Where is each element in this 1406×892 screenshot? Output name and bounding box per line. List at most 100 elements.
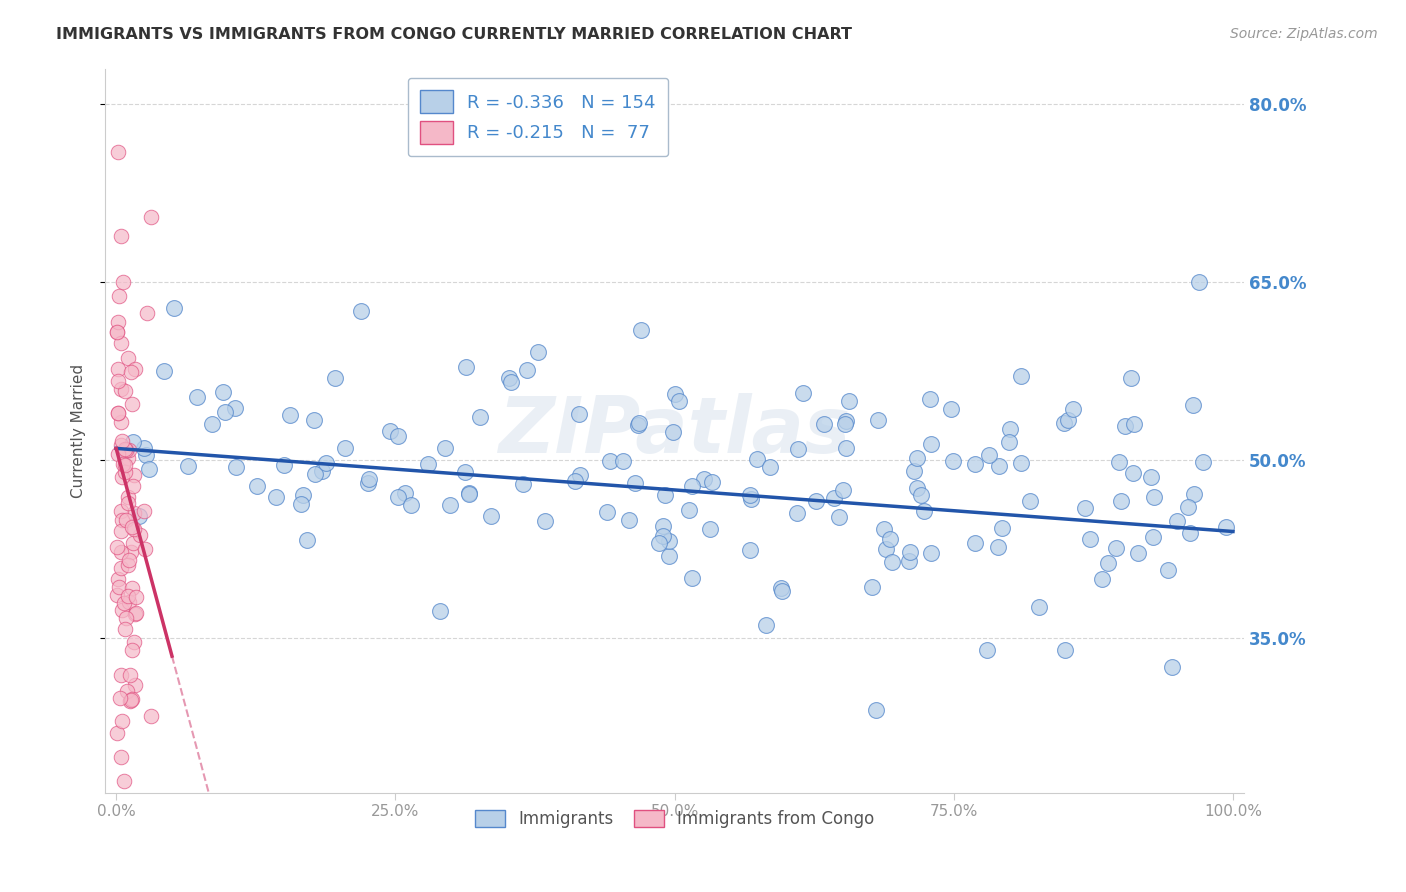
- Point: [114, 442, 136, 456]
- Point: [434, 441, 457, 455]
- Point: [225, 459, 247, 474]
- Point: [110, 470, 132, 484]
- Point: [654, 488, 676, 502]
- Point: [1010, 368, 1032, 383]
- Point: [897, 554, 920, 568]
- Point: [114, 384, 136, 398]
- Point: [1182, 399, 1205, 413]
- Point: [439, 498, 461, 512]
- Point: [627, 418, 650, 433]
- Point: [693, 472, 716, 486]
- Point: [387, 429, 409, 443]
- Point: [246, 479, 269, 493]
- Point: [121, 397, 143, 411]
- Point: [290, 497, 312, 511]
- Point: [110, 561, 132, 575]
- Point: [1122, 466, 1144, 480]
- Point: [699, 522, 721, 536]
- Point: [941, 454, 963, 468]
- Point: [107, 447, 129, 461]
- Point: [110, 524, 132, 538]
- Point: [976, 643, 998, 657]
- Point: [117, 558, 139, 572]
- Point: [963, 536, 986, 550]
- Point: [110, 336, 132, 351]
- Point: [107, 406, 129, 420]
- Point: [865, 702, 887, 716]
- Point: [121, 643, 143, 657]
- Point: [758, 459, 780, 474]
- Point: [125, 606, 148, 620]
- Point: [117, 589, 139, 603]
- Point: [681, 571, 703, 585]
- Point: [920, 546, 942, 560]
- Point: [1161, 660, 1184, 674]
- Point: [177, 459, 200, 474]
- Point: [738, 488, 761, 502]
- Point: [224, 401, 246, 416]
- Point: [163, 301, 186, 315]
- Point: [114, 466, 136, 480]
- Point: [1057, 412, 1080, 426]
- Point: [651, 528, 673, 542]
- Point: [1062, 402, 1084, 417]
- Point: [963, 457, 986, 471]
- Point: [110, 382, 132, 396]
- Point: [110, 229, 132, 244]
- Point: [141, 210, 163, 224]
- Point: [117, 496, 139, 510]
- Point: [835, 441, 858, 455]
- Point: [792, 386, 814, 401]
- Point: [111, 434, 134, 448]
- Point: [454, 465, 477, 479]
- Y-axis label: Currently Married: Currently Married: [72, 364, 86, 498]
- Point: [1215, 520, 1237, 534]
- Point: [1142, 531, 1164, 545]
- Point: [499, 375, 522, 389]
- Point: [806, 494, 828, 508]
- Point: [1157, 563, 1180, 577]
- Point: [658, 534, 681, 549]
- Point: [105, 588, 128, 602]
- Point: [838, 393, 860, 408]
- Point: [121, 582, 143, 596]
- Point: [860, 580, 883, 594]
- Point: [1128, 546, 1150, 560]
- Text: ZIPatlas: ZIPatlas: [499, 392, 851, 468]
- Point: [117, 490, 139, 504]
- Point: [918, 392, 941, 406]
- Point: [879, 532, 901, 546]
- Point: [912, 504, 935, 518]
- Point: [108, 289, 131, 303]
- Point: [512, 476, 534, 491]
- Point: [652, 519, 675, 533]
- Point: [214, 405, 236, 419]
- Point: [122, 635, 145, 649]
- Point: [134, 504, 156, 518]
- Point: [868, 413, 890, 427]
- Point: [124, 361, 146, 376]
- Point: [302, 413, 325, 427]
- Point: [1143, 490, 1166, 504]
- Point: [770, 583, 793, 598]
- Point: [120, 545, 142, 559]
- Point: [979, 448, 1001, 462]
- Point: [120, 693, 142, 707]
- Point: [740, 492, 762, 507]
- Point: [107, 540, 129, 554]
- Point: [311, 464, 333, 478]
- Point: [138, 462, 160, 476]
- Point: [117, 450, 139, 465]
- Point: [114, 443, 136, 458]
- Point: [458, 485, 481, 500]
- Point: [132, 441, 155, 455]
- Point: [1105, 541, 1128, 556]
- Point: [128, 528, 150, 542]
- Point: [110, 503, 132, 517]
- Point: [998, 422, 1021, 436]
- Point: [834, 414, 856, 428]
- Point: [112, 596, 135, 610]
- Point: [304, 467, 326, 481]
- Point: [1166, 514, 1188, 528]
- Point: [107, 406, 129, 420]
